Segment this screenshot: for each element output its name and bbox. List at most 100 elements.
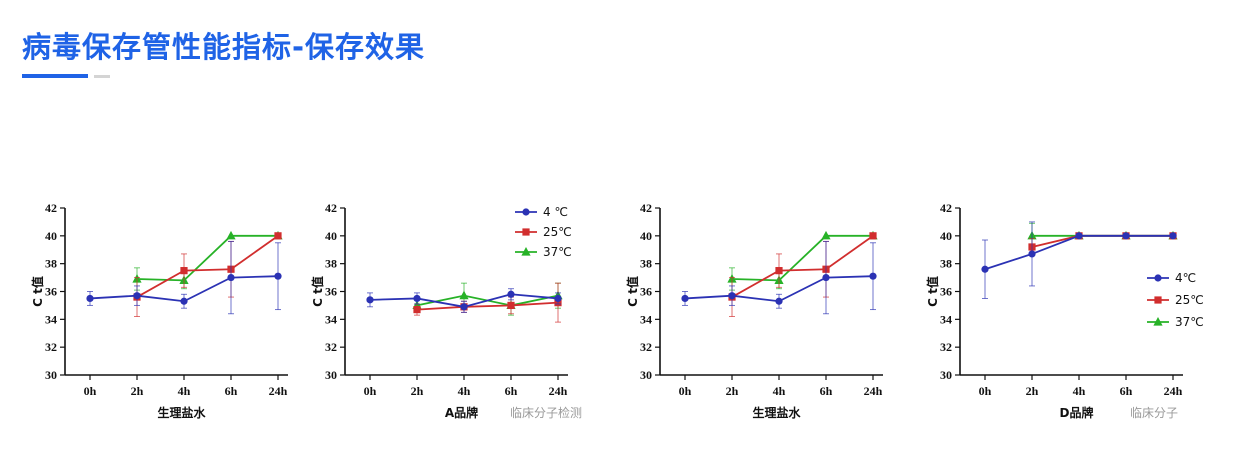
axes: 30 32 34 36 38 40 42 0h 2h 4h 6h 24h A品牌 C t值 bbox=[310, 201, 568, 420]
chart-brand-a-svg: 30 32 34 36 38 40 42 0h 2h 4h 6h 24h A品牌 C t值 4 ℃ 25℃ 37… bbox=[310, 201, 572, 420]
y-tick-label: 30 bbox=[325, 368, 337, 382]
x-tick-label: 24h bbox=[864, 384, 883, 398]
y-tick-label: 32 bbox=[325, 340, 337, 354]
legend-marker bbox=[521, 247, 531, 256]
axes: 30 32 34 36 38 40 42 0h 2h 4h 6h 24h 生理盐水 C t值 bbox=[30, 201, 288, 420]
series-37c bbox=[412, 282, 563, 316]
series-line bbox=[731, 235, 874, 298]
y-tick-label: 38 bbox=[940, 257, 952, 271]
series-line bbox=[731, 234, 873, 282]
data-point bbox=[869, 272, 877, 280]
x-tick-label: 0h bbox=[679, 384, 692, 398]
data-point bbox=[1169, 232, 1177, 240]
y-axis-title: C t值 bbox=[30, 276, 45, 307]
x-tick-label: 6h bbox=[505, 384, 518, 398]
data-point bbox=[507, 290, 515, 298]
series-line bbox=[136, 234, 278, 282]
data-point bbox=[981, 265, 989, 273]
chart-saline-2-svg: 30 32 34 36 38 40 42 0h 2h 4h 6h 24h 生理盐水 C t值 bbox=[625, 201, 883, 420]
series-4c bbox=[366, 288, 562, 313]
watermark-2: 临床分子 bbox=[1130, 406, 1179, 420]
y-tick-label: 30 bbox=[640, 368, 652, 382]
data-point bbox=[507, 301, 515, 310]
series-line bbox=[416, 301, 559, 311]
x-tick-label: 2h bbox=[131, 384, 144, 398]
y-tick-label: 34 bbox=[325, 312, 337, 326]
y-tick-label: 36 bbox=[640, 285, 652, 299]
x-tick-label: 6h bbox=[820, 384, 833, 398]
y-tick-label: 30 bbox=[940, 368, 952, 382]
page-title: 病毒保存管性能指标-保存效果 bbox=[22, 30, 426, 64]
data-point bbox=[728, 292, 736, 300]
y-tick-label: 36 bbox=[45, 285, 57, 299]
chart-brand-a: 30 32 34 36 38 40 42 0h 2h 4h 6h 24h A品牌 C t值 4 ℃ 25℃ 37… bbox=[310, 190, 610, 430]
x-axis-title: 生理盐水 bbox=[157, 405, 206, 420]
y-tick-label: 40 bbox=[640, 229, 652, 243]
x-tick-label: 0h bbox=[979, 384, 992, 398]
y-tick-label: 36 bbox=[325, 285, 337, 299]
x-tick-label: 2h bbox=[411, 384, 424, 398]
data-point bbox=[227, 273, 235, 282]
y-tick-label: 42 bbox=[940, 201, 952, 215]
legend-marker bbox=[522, 228, 530, 236]
series-37c bbox=[727, 230, 878, 291]
x-tick-label: 24h bbox=[1164, 384, 1183, 398]
data-point bbox=[180, 267, 188, 275]
y-tick-label: 40 bbox=[940, 229, 952, 243]
data-point bbox=[133, 292, 141, 300]
x-tick-label: 6h bbox=[1120, 384, 1133, 398]
x-tick-label: 0h bbox=[84, 384, 97, 398]
y-axis-title: C t值 bbox=[310, 276, 325, 307]
data-point bbox=[1028, 250, 1036, 258]
series-37c bbox=[132, 230, 283, 291]
legend-marker bbox=[1154, 296, 1162, 304]
y-tick-label: 40 bbox=[325, 229, 337, 243]
x-tick-label: 4h bbox=[178, 384, 191, 398]
y-tick-label: 32 bbox=[940, 340, 952, 354]
data-point bbox=[1075, 232, 1083, 240]
legend-item-4c: 4℃ bbox=[1147, 271, 1196, 285]
watermark-1: 临床分子检测 bbox=[510, 406, 583, 420]
data-point bbox=[681, 294, 689, 303]
legend: 4℃ 25℃ 37℃ bbox=[1147, 271, 1204, 329]
chart-saline-1-svg: 30 32 34 36 38 40 42 0h 2h 4h 6h 24h 生理盐水 C t值 bbox=[30, 201, 288, 420]
y-tick-label: 32 bbox=[45, 340, 57, 354]
legend-label: 25℃ bbox=[543, 225, 572, 239]
legend-label: 37℃ bbox=[543, 245, 572, 259]
legend-label: 4 ℃ bbox=[543, 205, 568, 219]
legend-label: 4℃ bbox=[1175, 271, 1196, 285]
data-point bbox=[775, 297, 783, 305]
y-tick-label: 32 bbox=[640, 340, 652, 354]
x-tick-label: 4h bbox=[773, 384, 786, 398]
chart-brand-d-svg: 30 32 34 36 38 40 42 0h 2h 4h 6h 24h D品牌 C t值 4℃ 25℃ 37℃ bbox=[925, 201, 1204, 420]
x-tick-label: 6h bbox=[225, 384, 238, 398]
title-underline bbox=[22, 74, 88, 78]
y-axis-title: C t值 bbox=[925, 276, 940, 307]
data-point bbox=[775, 267, 783, 275]
series-4c bbox=[981, 221, 1177, 299]
data-point bbox=[180, 297, 188, 305]
y-tick-label: 38 bbox=[45, 257, 57, 271]
data-point bbox=[226, 230, 236, 240]
data-point bbox=[413, 305, 421, 314]
y-tick-label: 42 bbox=[325, 201, 337, 215]
x-axis-title: 生理盐水 bbox=[752, 405, 801, 420]
legend-label: 25℃ bbox=[1175, 293, 1204, 307]
x-tick-label: 4h bbox=[1073, 384, 1086, 398]
legend-marker bbox=[1153, 317, 1163, 326]
y-axis-title: C t值 bbox=[625, 276, 640, 307]
data-point bbox=[822, 273, 830, 282]
x-tick-label: 4h bbox=[458, 384, 471, 398]
data-point bbox=[459, 290, 469, 300]
y-tick-label: 42 bbox=[640, 201, 652, 215]
x-tick-label: 0h bbox=[364, 384, 377, 398]
legend-marker bbox=[522, 208, 530, 216]
y-tick-label: 34 bbox=[640, 312, 652, 326]
legend-marker bbox=[1154, 274, 1162, 282]
x-tick-label: 2h bbox=[726, 384, 739, 398]
y-tick-label: 34 bbox=[940, 312, 952, 326]
x-tick-label: 24h bbox=[269, 384, 288, 398]
legend: 4 ℃ 25℃ 37℃ bbox=[515, 205, 572, 259]
legend-item-37c: 37℃ bbox=[1147, 315, 1204, 329]
x-axis-title: D品牌 bbox=[1060, 405, 1094, 420]
